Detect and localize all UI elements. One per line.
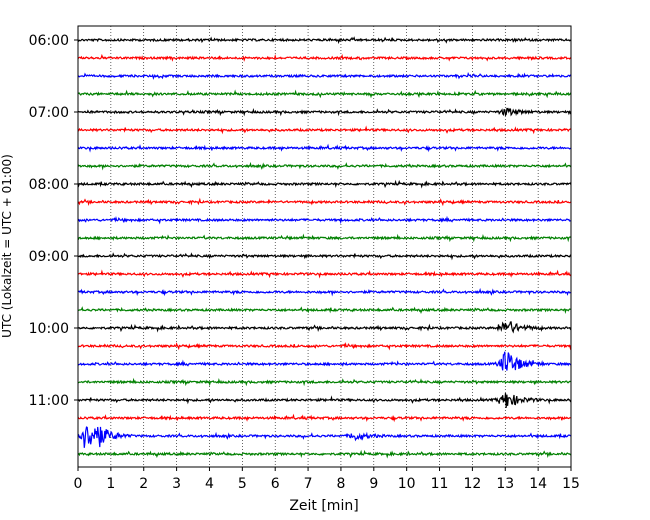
x-tick-label: 4 — [205, 476, 214, 492]
y-tick-label: 11:00 — [29, 393, 69, 409]
y-tick-label: 10:00 — [29, 321, 69, 337]
y-tick-label: 07:00 — [29, 105, 69, 121]
y-tick-label: 08:00 — [29, 177, 69, 193]
trace-0700 — [77, 107, 572, 117]
y-axis-label: UTC (Lokalzeit = UTC + 01:00) — [0, 154, 14, 338]
x-tick-label: 7 — [304, 476, 313, 492]
trace-0615 — [77, 53, 572, 62]
x-tick-label: 11 — [431, 476, 449, 492]
plot-frame — [77, 25, 572, 468]
trace-1145 — [78, 449, 572, 459]
trace-1045 — [77, 377, 572, 387]
x-axis-ticks: 0 1 2 3 4 5 6 7 8 9 10 11 12 13 14 15 — [74, 467, 580, 492]
x-axis-label: Zeit [min] — [289, 498, 358, 514]
trace-0915 — [77, 269, 572, 279]
trace-1130 — [77, 426, 572, 448]
trace-0800 — [77, 179, 572, 189]
trace-0830 — [77, 215, 571, 225]
x-tick-label: 5 — [238, 476, 247, 492]
x-tick-label: 9 — [369, 476, 378, 492]
y-tick-label: 06:00 — [29, 33, 69, 49]
trace-0730 — [77, 143, 572, 153]
trace-1000 — [77, 321, 572, 334]
trace-0845 — [77, 233, 572, 243]
x-tick-label: 0 — [74, 476, 83, 492]
x-tick-label: 15 — [562, 476, 580, 492]
x-tick-label: 6 — [271, 476, 280, 492]
trace-0900 — [77, 252, 572, 261]
trace-1030 — [77, 351, 571, 371]
x-tick-label: 2 — [139, 476, 148, 492]
x-tick-label: 1 — [106, 476, 115, 492]
trace-1100 — [77, 393, 572, 408]
x-tick-label: 13 — [496, 476, 514, 492]
trace-0715 — [77, 125, 572, 135]
x-tick-label: 14 — [529, 476, 547, 492]
y-axis-ticks: 06:00 07:00 08:00 09:00 10:00 11:00 — [29, 33, 78, 409]
trace-0745 — [77, 161, 572, 171]
x-tick-label: 8 — [336, 476, 345, 492]
trace-1115 — [77, 413, 572, 423]
x-tick-label: 10 — [398, 476, 416, 492]
trace-0930 — [77, 287, 572, 297]
x-tick-label: 12 — [463, 476, 481, 492]
trace-1015 — [77, 341, 572, 351]
trace-0945 — [77, 306, 572, 314]
trace-0600 — [77, 36, 572, 45]
x-tick-label: 3 — [172, 476, 181, 492]
trace-0645 — [77, 89, 572, 99]
seismic-traces — [77, 36, 572, 459]
y-tick-label: 09:00 — [29, 249, 69, 265]
trace-0815 — [77, 197, 572, 207]
trace-0630 — [77, 71, 572, 80]
